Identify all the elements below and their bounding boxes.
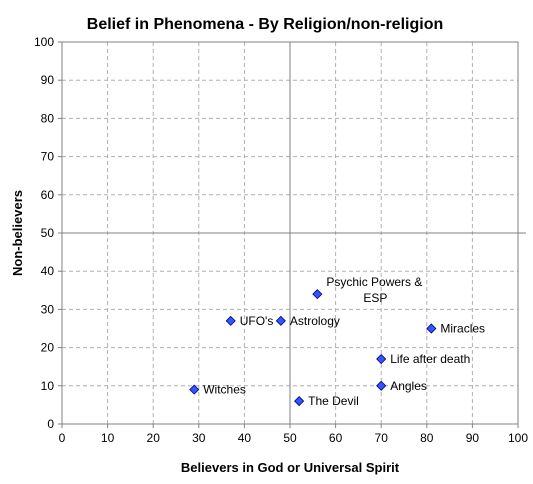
data-point-label: Witches bbox=[203, 383, 246, 397]
y-tick-label: 80 bbox=[41, 111, 55, 125]
x-tick-label: 70 bbox=[375, 431, 389, 445]
x-tick-label: 50 bbox=[283, 431, 297, 445]
y-tick-label: 60 bbox=[41, 188, 55, 202]
y-tick-label: 50 bbox=[41, 226, 55, 240]
x-tick-label: 60 bbox=[329, 431, 343, 445]
data-point-label: Miracles bbox=[440, 322, 485, 336]
y-tick-label: 90 bbox=[41, 73, 55, 87]
x-axis-ticks: 0 10 20 30 40 50 60 70 80 90 100 bbox=[59, 424, 528, 445]
point-labels: Psychic Powers & ESP UFO's Astrology Miracle… bbox=[203, 275, 485, 408]
data-point-label: The Devil bbox=[308, 394, 359, 408]
x-tick-label: 40 bbox=[238, 431, 252, 445]
y-tick-label: 10 bbox=[41, 379, 55, 393]
data-point-marker bbox=[275, 315, 286, 326]
data-point-label: Psychic Powers & ESP bbox=[326, 275, 422, 305]
y-axis-ticks: 0 10 20 30 40 50 60 70 80 90 100 bbox=[34, 35, 62, 431]
x-tick-label: 20 bbox=[147, 431, 161, 445]
data-points bbox=[189, 289, 437, 407]
data-point-marker bbox=[312, 289, 323, 300]
data-point-label: Life after death bbox=[390, 352, 470, 366]
data-point-marker bbox=[426, 323, 437, 334]
x-axis-label: Believers in God or Universal Spirit bbox=[181, 460, 400, 475]
y-tick-label: 20 bbox=[41, 341, 55, 355]
data-point-marker bbox=[189, 384, 200, 395]
data-point-label: Angles bbox=[390, 379, 427, 393]
x-tick-label: 80 bbox=[420, 431, 434, 445]
y-tick-label: 30 bbox=[41, 302, 55, 316]
y-tick-label: 100 bbox=[34, 35, 54, 49]
data-point-marker bbox=[376, 380, 387, 391]
data-point-marker bbox=[376, 353, 387, 365]
reference-lines bbox=[62, 42, 526, 424]
x-tick-label: 100 bbox=[508, 431, 528, 445]
y-tick-label: 70 bbox=[41, 150, 55, 164]
x-tick-label: 30 bbox=[192, 431, 206, 445]
x-tick-label: 90 bbox=[466, 431, 480, 445]
x-tick-label: 0 bbox=[59, 431, 66, 445]
y-tick-label: 40 bbox=[41, 264, 55, 278]
data-point-label: Astrology bbox=[290, 314, 340, 328]
data-point-label: UFO's bbox=[240, 314, 274, 328]
y-tick-label: 0 bbox=[47, 417, 54, 431]
x-tick-label: 10 bbox=[101, 431, 115, 445]
data-point-marker bbox=[225, 315, 236, 326]
chart-title: Belief in Phenomena - By Religion/non-re… bbox=[87, 16, 443, 33]
data-point-marker bbox=[294, 396, 305, 407]
y-axis-label: Non-believers bbox=[10, 190, 25, 276]
